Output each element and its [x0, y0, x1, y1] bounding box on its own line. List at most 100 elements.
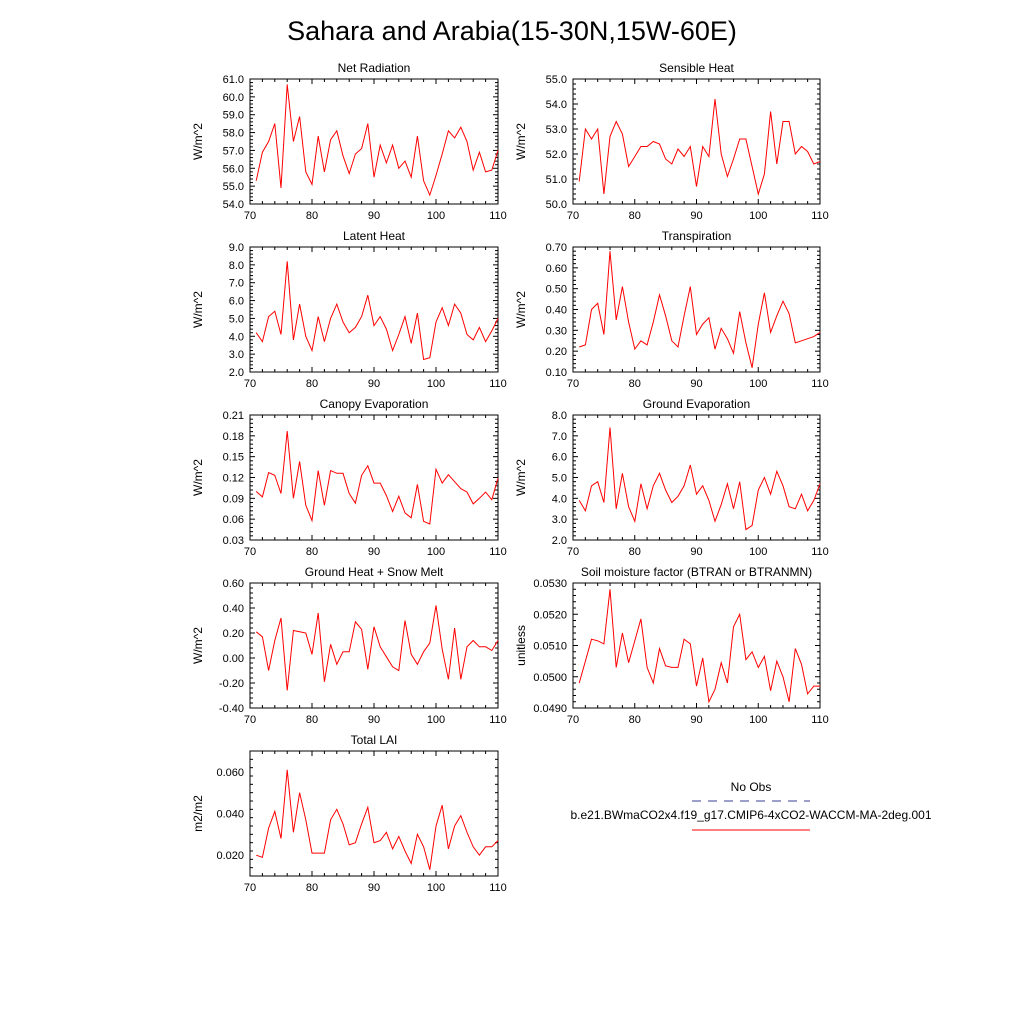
canopy-evaporation-xtick-label: 70	[244, 546, 256, 558]
ground-heat-snow-melt-ytick-label: 0.20	[223, 628, 244, 640]
ground-evaporation-ytick-label: 6.0	[552, 452, 567, 464]
canopy-evaporation-title: Canopy Evaporation	[320, 397, 429, 411]
latent-heat-ytick-label: 5.0	[229, 313, 244, 325]
ground-evaporation-ytick-label: 8.0	[552, 410, 567, 422]
total-lai-series-line	[256, 769, 499, 870]
ground-heat-snow-melt-ytick-label: -0.40	[219, 703, 244, 715]
latent-heat-xtick-label: 70	[244, 378, 256, 390]
net-radiation-xtick-label: 70	[244, 210, 256, 222]
panel-total-lai: Total LAI 70 80 90 100 110 0.020 0.040 0.060 m2/m…	[191, 733, 507, 894]
soil-moisture-factor-btran-or-btranmn-xtick-label: 70	[567, 714, 579, 726]
ground-evaporation-ylabel: W/m^2	[514, 459, 528, 496]
panels: Net Radiation 70 80 90 100 110 54.0 55.0 56.0 57.…	[191, 61, 829, 894]
total-lai-ytick-label: 0.040	[216, 809, 244, 821]
canopy-evaporation-ytick-label: 0.18	[223, 431, 244, 443]
soil-moisture-factor-btran-or-btranmn-ylabel: unitless	[514, 625, 528, 666]
canopy-evaporation-ytick-label: 0.21	[223, 410, 244, 422]
latent-heat-ylabel: W/m^2	[191, 291, 205, 328]
ground-evaporation-ytick-label: 7.0	[552, 431, 567, 443]
transpiration-title: Transpiration	[662, 229, 732, 243]
ground-evaporation-title: Ground Evaporation	[643, 397, 750, 411]
ground-heat-snow-melt-xtick-label: 100	[427, 714, 445, 726]
soil-moisture-factor-btran-or-btranmn-xtick-label: 80	[629, 714, 641, 726]
net-radiation-ytick-label: 54.0	[223, 199, 244, 211]
ground-evaporation-xtick-label: 80	[629, 546, 641, 558]
ground-evaporation-xtick-label: 70	[567, 546, 579, 558]
ground-heat-snow-melt-xtick-label: 110	[489, 714, 507, 726]
total-lai-xtick-label: 110	[489, 882, 507, 894]
net-radiation-ytick-label: 58.0	[223, 128, 244, 140]
latent-heat-ytick-label: 8.0	[229, 260, 244, 272]
transpiration-ytick-label: 0.20	[546, 346, 567, 358]
panel-sensible-heat: Sensible Heat 70 80 90 100 110 50.0 51.0 52.0 53.…	[514, 61, 829, 222]
transpiration-xtick-label: 70	[567, 378, 579, 390]
canopy-evaporation-xtick-label: 80	[306, 546, 318, 558]
sensible-heat-ytick-label: 50.0	[546, 199, 567, 211]
canopy-evaporation-xtick-label: 90	[368, 546, 380, 558]
canopy-evaporation-ytick-label: 0.06	[223, 514, 244, 526]
latent-heat-xtick-label: 110	[489, 378, 507, 390]
transpiration-series-line	[579, 251, 821, 368]
latent-heat-xtick-label: 100	[427, 378, 445, 390]
soil-moisture-factor-btran-or-btranmn-ytick-label: 0.0500	[533, 672, 567, 684]
canopy-evaporation-xtick-label: 110	[489, 546, 507, 558]
legend-model-label: b.e21.BWmaCO2x4.f19_g17.CMIP6-4xCO2-WACC…	[570, 808, 931, 822]
transpiration-xtick-label: 80	[629, 378, 641, 390]
transpiration-frame	[572, 246, 821, 373]
ground-heat-snow-melt-ylabel: W/m^2	[191, 627, 205, 664]
soil-moisture-factor-btran-or-btranmn-series-line	[578, 589, 820, 704]
soil-moisture-factor-btran-or-btranmn-title: Soil moisture factor (BTRAN or BTRANMN)	[581, 565, 812, 579]
ground-heat-snow-melt-xtick-label: 70	[244, 714, 256, 726]
panel-ground-evaporation: Ground Evaporation 70 80 90 100 110 2.0 3.0 4.0 5…	[514, 397, 829, 558]
net-radiation-ytick-label: 57.0	[223, 145, 244, 157]
ground-evaporation-xtick-label: 90	[690, 546, 702, 558]
latent-heat-xtick-label: 90	[368, 378, 380, 390]
total-lai-ytick-label: 0.060	[216, 767, 244, 779]
ground-heat-snow-melt-ytick-label: -0.20	[219, 678, 244, 690]
soil-moisture-factor-btran-or-btranmn-xtick-label: 100	[749, 714, 767, 726]
ground-evaporation-xtick-label: 110	[811, 546, 829, 558]
total-lai-xtick-label: 100	[427, 882, 445, 894]
total-lai-frame	[249, 750, 499, 877]
sensible-heat-ytick-label: 52.0	[546, 149, 567, 161]
panel-net-radiation: Net Radiation 70 80 90 100 110 54.0 55.0 56.0 57.…	[191, 61, 507, 222]
total-lai-xtick-label: 90	[368, 882, 380, 894]
soil-moisture-factor-btran-or-btranmn-ytick-label: 0.0520	[533, 609, 567, 621]
net-radiation-ytick-label: 56.0	[223, 163, 244, 175]
sensible-heat-title: Sensible Heat	[659, 61, 734, 75]
latent-heat-ytick-label: 6.0	[229, 296, 244, 308]
ground-evaporation-ytick-label: 2.0	[552, 535, 567, 547]
transpiration-ytick-label: 0.60	[546, 263, 567, 275]
net-radiation-ytick-label: 61.0	[223, 74, 244, 86]
canopy-evaporation-xtick-label: 100	[427, 546, 445, 558]
sensible-heat-ytick-label: 54.0	[546, 99, 567, 111]
net-radiation-xtick-label: 80	[306, 210, 318, 222]
panel-canopy-evaporation: Canopy Evaporation 70 80 90 100 110 0.03 0.06 0.…	[191, 397, 507, 558]
sensible-heat-xtick-label: 80	[629, 210, 641, 222]
total-lai-xtick-label: 70	[244, 882, 256, 894]
canopy-evaporation-ytick-label: 0.15	[223, 452, 244, 464]
net-radiation-ylabel: W/m^2	[191, 123, 205, 160]
soil-moisture-factor-btran-or-btranmn-xtick-label: 110	[811, 714, 829, 726]
canopy-evaporation-ytick-label: 0.09	[223, 493, 244, 505]
net-radiation-ytick-label: 59.0	[223, 110, 244, 122]
legend-obs-label: No Obs	[731, 780, 772, 794]
latent-heat-ytick-label: 2.0	[229, 367, 244, 379]
ground-heat-snow-melt-ytick-label: 0.00	[223, 653, 244, 665]
net-radiation-ytick-label: 55.0	[223, 181, 244, 193]
soil-moisture-factor-btran-or-btranmn-xtick-label: 90	[690, 714, 702, 726]
legend: No Obs b.e21.BWmaCO2x4.f19_g17.CMIP6-4xC…	[570, 780, 932, 831]
transpiration-ytick-label: 0.70	[546, 242, 567, 254]
transpiration-xtick-label: 100	[749, 378, 767, 390]
latent-heat-ytick-label: 3.0	[229, 349, 244, 361]
latent-heat-ytick-label: 9.0	[229, 242, 244, 254]
canopy-evaporation-ytick-label: 0.03	[223, 535, 244, 547]
net-radiation-title: Net Radiation	[338, 61, 411, 75]
ground-evaporation-ytick-label: 4.0	[552, 493, 567, 505]
sensible-heat-xtick-label: 100	[749, 210, 767, 222]
ground-evaporation-ytick-label: 5.0	[552, 473, 567, 485]
latent-heat-series-line	[255, 261, 499, 361]
panel-soil-moisture-factor-btran-or-btranmn: Soil moisture factor (BTRAN or BTRANMN) 7…	[514, 565, 829, 726]
figure-title: Sahara and Arabia(15-30N,15W-60E)	[287, 16, 737, 46]
total-lai-xtick-label: 80	[306, 882, 318, 894]
